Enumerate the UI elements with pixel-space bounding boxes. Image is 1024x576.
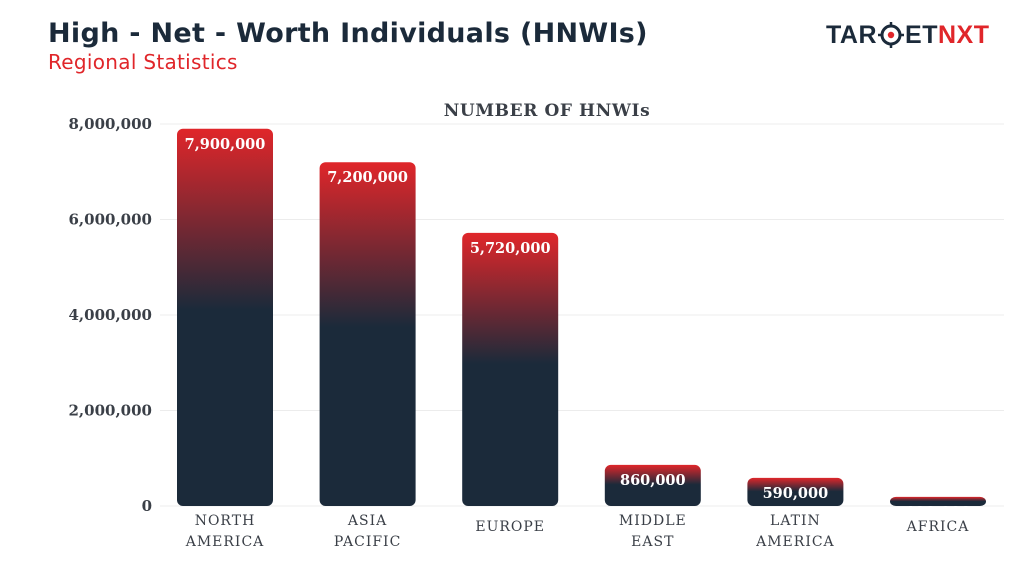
category-label: EUROPE: [475, 519, 545, 535]
category-label: AMERICA: [755, 534, 835, 550]
chart-title: NUMBER OF HNWIs: [444, 101, 651, 121]
bar: [747, 477, 844, 506]
category-label: EAST: [631, 534, 674, 550]
y-tick-label: 8,000,000: [68, 115, 152, 133]
category-label: PACIFIC: [334, 534, 401, 550]
bar: [462, 232, 559, 506]
value-label: 7,900,000: [185, 136, 266, 153]
y-tick-label: 0: [142, 497, 152, 515]
category-label: ASIA: [347, 513, 387, 529]
category-label: LATIN: [770, 513, 821, 529]
page-title: High - Net - Worth Individuals (HNWIs): [48, 18, 648, 49]
bar: [177, 128, 273, 506]
logo-text-part3: NXT: [937, 20, 990, 49]
y-tick-label: 6,000,000: [68, 211, 152, 229]
category-label: NORTH: [195, 513, 256, 529]
logo-text-part2: ET: [905, 20, 938, 49]
page-subtitle: Regional Statistics: [48, 50, 238, 74]
bar: [890, 496, 986, 506]
category-label: AMERICA: [185, 534, 265, 550]
y-tick-label: 4,000,000: [68, 306, 152, 324]
value-label: 590,000: [763, 485, 829, 502]
value-label: 5,720,000: [470, 240, 551, 257]
category-label: AFRICA: [906, 519, 970, 535]
category-label: MIDDLE: [619, 513, 687, 529]
logo-text-part1: TAR: [826, 20, 878, 49]
value-label: 7,200,000: [327, 169, 408, 186]
bar: [319, 162, 416, 506]
target-reticle-icon: [878, 22, 905, 48]
value-label: 860,000: [620, 472, 686, 489]
y-tick-label: 2,000,000: [68, 402, 152, 420]
brand-logo: TAR ET NXT: [826, 18, 989, 52]
value-label: 190,000: [905, 504, 971, 521]
bar: [604, 464, 701, 506]
